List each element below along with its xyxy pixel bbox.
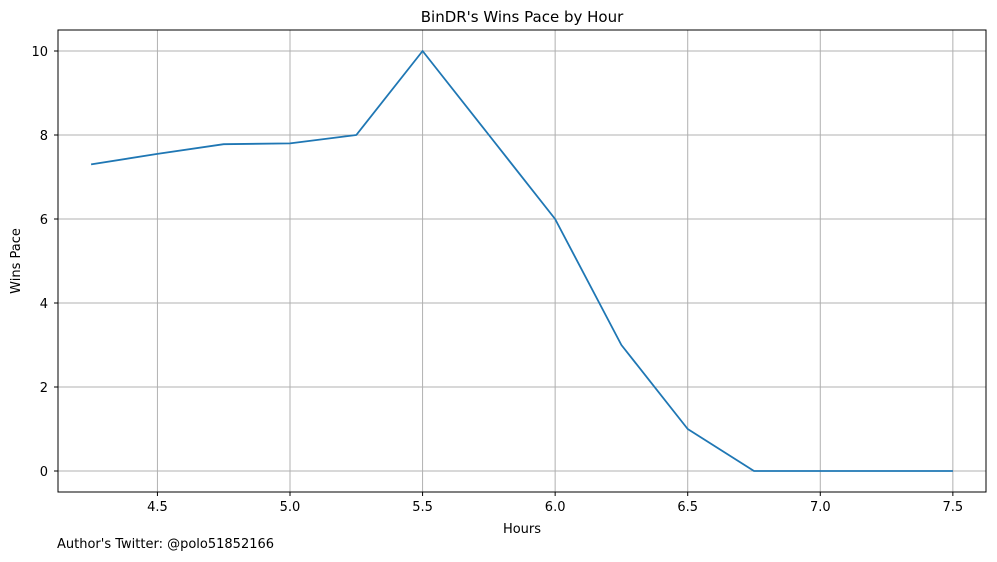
x-axis-label: Hours [503, 522, 541, 537]
x-tick-label: 7.0 [810, 500, 831, 515]
plot-frame [57, 29, 987, 493]
y-tick-label: 2 [40, 381, 48, 396]
x-tick-label: 7.5 [943, 500, 964, 515]
x-axis: 4.5 5.0 5.5 6.0 6.5 7.0 7.5 [147, 492, 963, 515]
y-axis-label: Wins Pace [9, 228, 24, 294]
x-tick-label: 6.5 [677, 500, 698, 515]
x-tick-label: 5.0 [280, 500, 301, 515]
series-line-wins-pace [90, 50, 953, 472]
y-tick-label: 6 [40, 213, 48, 228]
y-tick-label: 10 [31, 45, 48, 60]
grid [58, 30, 986, 492]
y-tick-label: 8 [40, 129, 48, 144]
x-tick-label: 4.5 [147, 500, 168, 515]
series-layer [90, 50, 953, 472]
author-twitter-note: Author's Twitter: @polo51852166 [57, 537, 275, 552]
x-tick-label: 6.0 [545, 500, 566, 515]
y-tick-label: 4 [40, 297, 48, 312]
y-axis: 0 2 4 6 8 10 [31, 45, 58, 480]
x-tick-label: 5.5 [412, 500, 433, 515]
chart-title: BinDR's Wins Pace by Hour [421, 8, 624, 26]
y-tick-label: 0 [40, 465, 48, 480]
